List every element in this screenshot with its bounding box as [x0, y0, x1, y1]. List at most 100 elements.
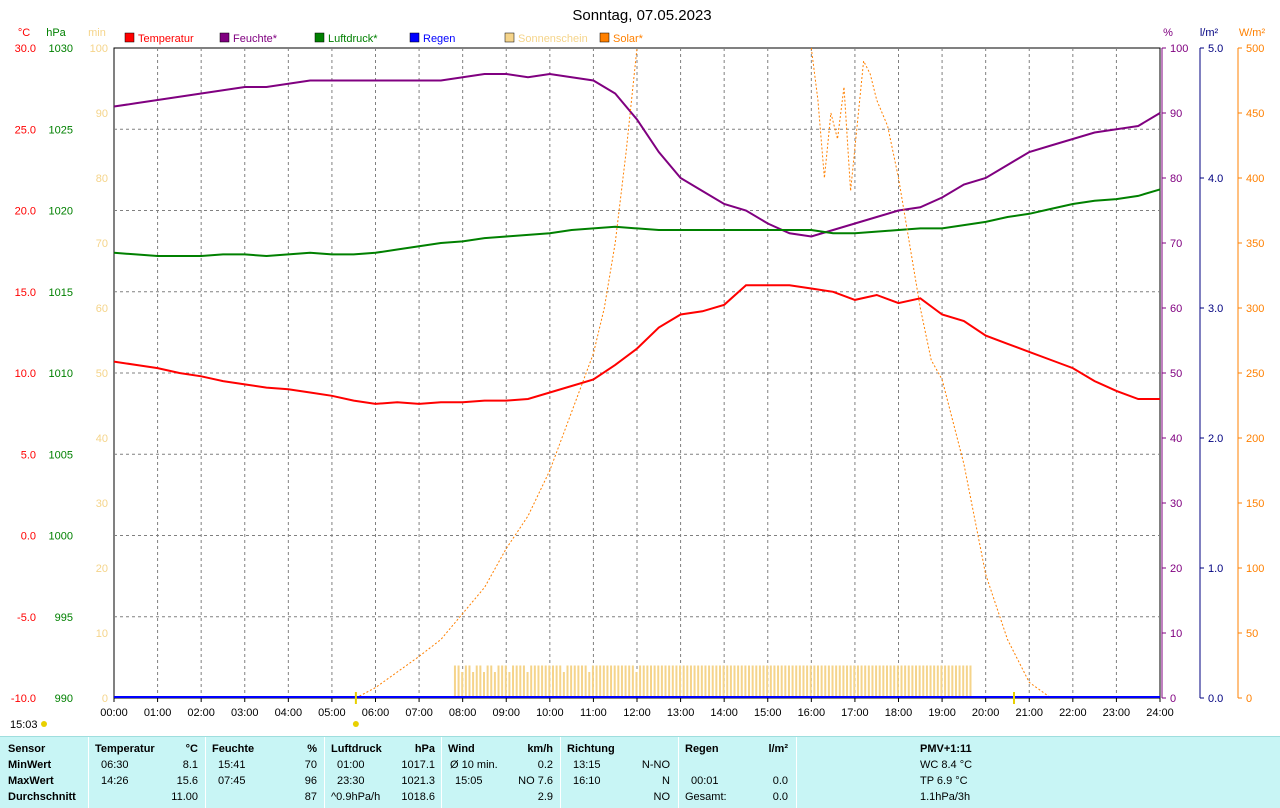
x-tick-label: 00:00 [100, 707, 128, 719]
x-tick-label: 14:00 [710, 707, 738, 719]
sunshine-bar [929, 665, 932, 698]
sunshine-bar [849, 665, 852, 698]
sunshine-bar [758, 665, 761, 698]
sunshine-bar [751, 665, 754, 698]
sunshine-bar [773, 665, 776, 698]
humidity-tick-label: 10 [1170, 628, 1182, 640]
weather-chart: Sonntag, 07.05.2023 00:00 01:00 02:00 03:00… [10, 7, 1266, 731]
stats-panel: Sensor Temperatur °C Feuchte % Luftdruck… [0, 736, 1280, 808]
x-tick-label: 01:00 [144, 707, 172, 719]
sunshine-bar [954, 665, 957, 698]
avg-wind-val: 2.9 [537, 791, 553, 803]
sunshine-bar [875, 665, 878, 698]
sunshine-bar [497, 665, 500, 698]
min-temp-time: 06:30 [101, 759, 129, 771]
humidity-tick-label: 30 [1170, 498, 1182, 510]
sunshine-bar [577, 665, 580, 698]
series-line-luftdruck [113, 188, 1161, 258]
sunshine-bar [777, 665, 780, 698]
row-min-label: MinWert [8, 759, 52, 771]
avg-press-val: 1018.6 [401, 791, 435, 803]
sunshine-bar [570, 665, 573, 698]
sunshine-bar [472, 672, 475, 698]
x-tick-label: 12:00 [623, 707, 651, 719]
sunshine-bar [697, 665, 700, 698]
legend-label: Feuchte* [233, 33, 278, 45]
avg-rain-label: Gesamt: [685, 791, 727, 803]
min-pmv: WC 8.4 °C [920, 759, 973, 771]
sunshine-bar [787, 665, 790, 698]
series-line-feuchte [113, 72, 1161, 238]
solar-unit-label: W/m² [1239, 27, 1266, 39]
sunshine-bar [639, 665, 642, 698]
sunrise-dot [352, 721, 359, 727]
grid [113, 47, 1161, 699]
avg-dir-val: NO [653, 791, 671, 803]
humidity-tick-label: 100 [1170, 43, 1188, 55]
legend-swatch [409, 32, 420, 43]
hdr-pmv: PMV+1:11 [920, 743, 972, 755]
x-tick-label: 15:00 [754, 707, 782, 719]
legend-swatch [314, 32, 325, 43]
max-hum-val: 96 [304, 775, 317, 787]
sunshine-bar [602, 665, 605, 698]
sunshine-bar [482, 672, 485, 698]
max-dir-val: N [662, 775, 670, 787]
row-max-label: MaxWert [8, 775, 54, 787]
sunshine-bar [631, 665, 634, 698]
sunshine-bar [599, 665, 602, 698]
max-wind-val: NO 7.6 [518, 775, 553, 787]
sunshine-bar [904, 665, 907, 698]
sunshine-bar [671, 665, 674, 698]
pressure-tick-label: 1030 [49, 43, 73, 55]
sunshine-bar [962, 665, 965, 698]
pressure-tick-label: 1000 [49, 531, 73, 543]
sunshine-bar [657, 665, 660, 698]
min-temp-val: 8.1 [182, 759, 198, 771]
sunshine-bar [541, 665, 544, 698]
sunshine-bar [940, 665, 943, 698]
x-tick-label: 02:00 [187, 707, 215, 719]
x-tick-label: 05:00 [318, 707, 346, 719]
hdr-hum: Feuchte [212, 743, 255, 755]
sunshine-bar [871, 665, 874, 698]
pressure-unit-label: hPa [46, 27, 66, 39]
humidity-unit-label: % [1163, 27, 1173, 39]
x-tick-label: 19:00 [928, 707, 956, 719]
x-tick-label: 20:00 [972, 707, 1000, 719]
solar-tick-label: 100 [1246, 563, 1264, 575]
min-dir-time: 13:15 [573, 759, 601, 771]
sunshine-bar [461, 672, 464, 698]
solar-tick-label: 350 [1246, 238, 1264, 250]
sunshine-bar [584, 665, 587, 698]
humidity-tick-label: 40 [1170, 433, 1182, 445]
x-tick-label: 08:00 [449, 707, 477, 719]
sunshine-bar [816, 665, 819, 698]
sunshine-bar [530, 665, 533, 698]
hdr-rain-unit: l/m² [768, 743, 788, 755]
sunshine-bar [660, 665, 663, 698]
sunshine-bar [733, 665, 736, 698]
solar-tick-label: 400 [1246, 173, 1264, 185]
x-tick-label: 18:00 [885, 707, 913, 719]
sunshine-bar [813, 665, 816, 698]
x-tick-label: 03:00 [231, 707, 259, 719]
sunshine-bar [606, 665, 609, 698]
sunshine-bar [864, 665, 867, 698]
solar-tick-label: 500 [1246, 43, 1264, 55]
temp-tick-label: 0.0 [21, 531, 36, 543]
sunshine-tick-label: 40 [96, 433, 108, 445]
sunshine-bar [559, 665, 562, 698]
sunshine-bar [664, 665, 667, 698]
sunshine-bar [649, 665, 652, 698]
legend-label: Sonnenschein [518, 33, 588, 45]
rain-tick-label: 2.0 [1208, 433, 1223, 445]
sunshine-bar [457, 665, 460, 698]
humidity-tick-label: 70 [1170, 238, 1182, 250]
x-tick-label: 10:00 [536, 707, 564, 719]
legend-swatch [599, 32, 610, 43]
sunshine-bar [486, 665, 489, 698]
sunshine-bar [882, 665, 885, 698]
rain-unit-label: l/m² [1200, 27, 1219, 39]
sunshine-bar [925, 665, 928, 698]
